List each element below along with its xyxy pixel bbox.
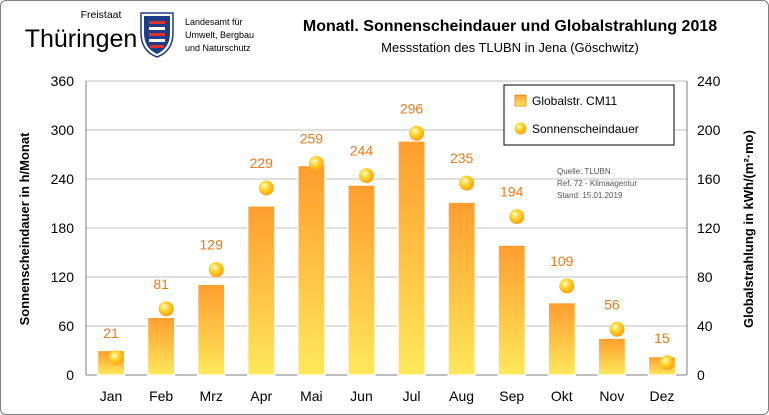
y-left-tick-label: 60 xyxy=(58,318,74,334)
logo-agency-line-1: Landesamt für xyxy=(185,17,243,27)
data-labels: 21 81 129 229 259 244 296 235 194 109 56 15 xyxy=(103,100,670,345)
source-note: Quelle: TLUBN Ref. 72 - Klimaagentur Sta… xyxy=(557,167,637,200)
y-axis-left-ticks: 0 60 120 180 240 300 360 xyxy=(51,73,75,383)
y-left-tick-label: 300 xyxy=(51,122,75,138)
x-axis-ticks: Jan Feb Mrz Apr Mai Jun Jul Aug Sep Okt Nov Dez xyxy=(100,388,675,404)
y-axis-right-ticks: 0 40 80 120 160 200 240 xyxy=(697,73,721,383)
data-label: 56 xyxy=(604,296,620,312)
chart-subtitle: Messstation des TLUBN in Jena (Göschwitz… xyxy=(381,40,639,55)
y-right-tick-label: 240 xyxy=(697,73,721,89)
legend-point-swatch xyxy=(514,122,527,135)
legend: Globalstr. CM11 Sonnenscheindauer xyxy=(503,84,675,146)
source-note-line-3: Stand: 15.01.2019 xyxy=(557,191,623,200)
data-label: 194 xyxy=(500,184,524,200)
legend-bar-swatch xyxy=(514,94,527,107)
logo-agency-line-3: und Naturschutz xyxy=(185,43,251,53)
gridlines xyxy=(85,80,688,376)
x-tick-label: Sep xyxy=(499,388,524,404)
y-right-tick-label: 40 xyxy=(697,318,713,334)
x-tick-label: Jun xyxy=(350,388,373,404)
y-left-tick-label: 0 xyxy=(66,367,74,383)
bar xyxy=(447,201,476,376)
y-left-tick-label: 120 xyxy=(51,269,75,285)
logo-state-small: Freistaat xyxy=(81,9,122,21)
bar xyxy=(197,283,226,376)
logo: Freistaat Thüringen Landesamt für Umwelt… xyxy=(25,9,254,58)
data-label: 259 xyxy=(300,130,324,146)
data-label: 229 xyxy=(250,155,274,171)
y-axis-right-label: Globalstrahlung in kWh/(m²·mo) xyxy=(741,130,756,328)
x-tick-label: Mai xyxy=(300,388,323,404)
bar xyxy=(147,316,176,376)
data-label: 109 xyxy=(550,253,574,269)
data-point xyxy=(659,355,675,371)
x-tick-label: Apr xyxy=(250,388,272,404)
data-point xyxy=(208,262,224,278)
data-label: 15 xyxy=(654,330,670,346)
data-point xyxy=(459,175,475,191)
y-right-tick-label: 200 xyxy=(697,122,721,138)
x-tick-label: Feb xyxy=(149,388,173,404)
logo-state-big: Thüringen xyxy=(25,25,138,53)
source-note-line-2: Ref. 72 - Klimaagentur xyxy=(557,179,637,188)
y-right-tick-label: 160 xyxy=(697,171,721,187)
y-axis-left-label: Sonnenscheindauer in h/Monat xyxy=(17,132,32,326)
legend-label-points: Sonnenscheindauer xyxy=(532,122,639,136)
bar xyxy=(247,205,276,376)
bar xyxy=(347,184,376,376)
y-left-tick-label: 240 xyxy=(51,171,75,187)
y-right-tick-label: 80 xyxy=(697,269,713,285)
y-right-tick-label: 120 xyxy=(697,220,721,236)
data-point xyxy=(409,125,425,141)
data-point xyxy=(358,168,374,184)
bar-series xyxy=(96,140,677,376)
data-label: 296 xyxy=(400,100,424,116)
bar xyxy=(397,140,426,376)
legend-box xyxy=(503,84,675,146)
data-point xyxy=(509,209,525,225)
data-point xyxy=(108,350,124,366)
bar xyxy=(547,302,576,376)
data-point xyxy=(308,155,324,171)
x-tick-label: Jul xyxy=(403,388,421,404)
data-point xyxy=(609,321,625,337)
source-note-line-1: Quelle: TLUBN xyxy=(557,167,611,176)
x-tick-label: Jan xyxy=(100,388,123,404)
x-tick-label: Nov xyxy=(599,388,624,404)
x-tick-label: Okt xyxy=(551,388,573,404)
point-series xyxy=(108,125,675,371)
logo-agency-line-2: Umwelt, Bergbau xyxy=(185,30,254,40)
legend-label-bars: Globalstr. CM11 xyxy=(532,94,617,108)
data-point xyxy=(258,180,274,196)
data-label: 129 xyxy=(200,237,224,253)
data-point xyxy=(559,278,575,294)
data-point xyxy=(158,301,174,317)
y-right-tick-label: 0 xyxy=(697,367,705,383)
coat-of-arms-icon xyxy=(140,12,174,58)
chart-title: Monatl. Sonnenscheindauer und Globalstra… xyxy=(303,18,717,35)
data-label: 81 xyxy=(153,276,169,292)
bar xyxy=(297,164,326,376)
y-left-tick-label: 180 xyxy=(51,220,75,236)
data-label: 235 xyxy=(450,150,474,166)
y-left-tick-label: 360 xyxy=(51,73,75,89)
data-label: 21 xyxy=(103,325,119,341)
bar xyxy=(497,244,526,376)
x-tick-label: Mrz xyxy=(200,388,223,404)
x-tick-label: Aug xyxy=(449,388,474,404)
bar xyxy=(597,337,626,376)
data-label: 244 xyxy=(350,143,374,159)
x-tick-label: Dez xyxy=(650,388,675,404)
